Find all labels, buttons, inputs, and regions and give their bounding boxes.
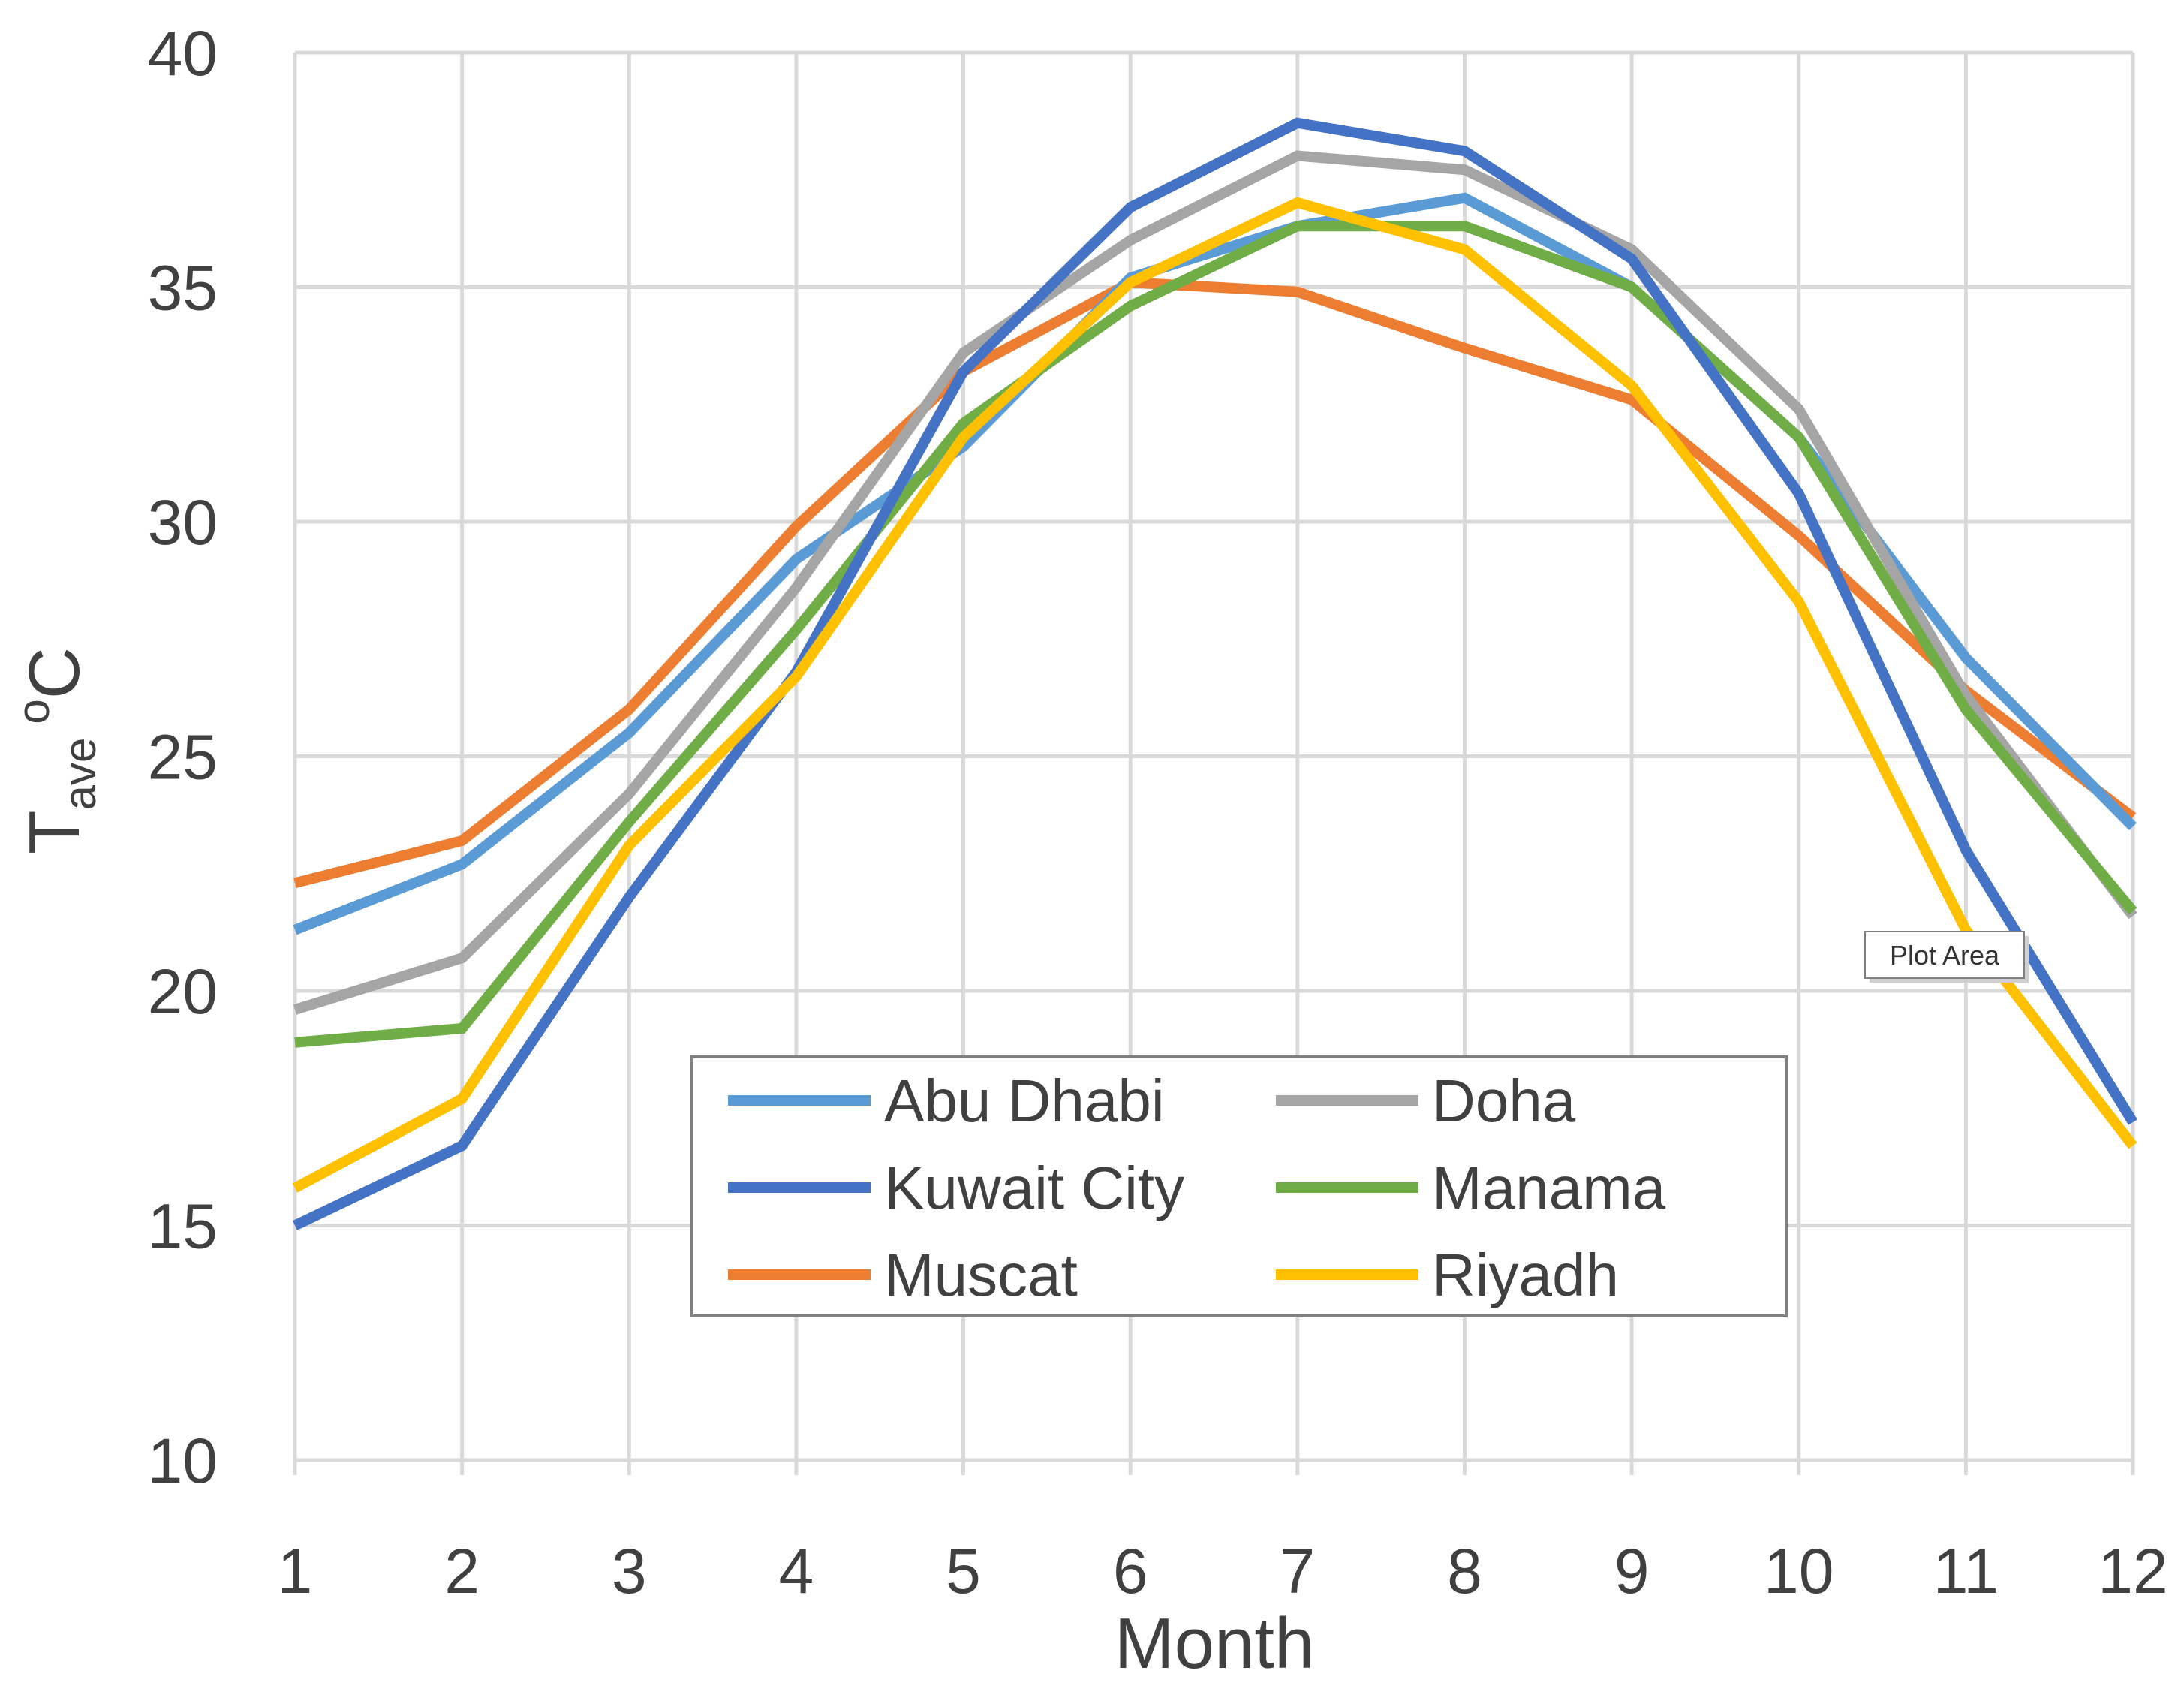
x-tick-label: 11	[1933, 1536, 1999, 1606]
plot-area-tooltip: Plot Area	[1864, 931, 2029, 983]
y-axis-title: Tave oC	[8, 647, 105, 854]
y-tick-label: 15	[148, 1191, 218, 1262]
x-tick-label: 2	[444, 1536, 480, 1606]
x-tick-label: 12	[2098, 1536, 2167, 1606]
tooltip-label: Plot Area	[1890, 940, 2000, 971]
y-axis-title-main: T	[14, 810, 95, 854]
x-tick-label: 10	[1764, 1536, 1834, 1606]
x-tick-label: 4	[779, 1536, 814, 1606]
y-tick-labels: 10 15 20 25 30 35 40	[148, 18, 218, 1496]
series-line-doha	[293, 150, 2137, 1015]
x-axis-title: Month	[1115, 1603, 1315, 1684]
y-tick-label: 25	[148, 722, 218, 793]
series-lines	[292, 117, 2137, 1230]
x-tick-label: 7	[1280, 1536, 1315, 1606]
legend-box	[690, 1055, 1788, 1317]
y-axis-title-unit: C	[14, 647, 95, 699]
x-tick-label: 8	[1447, 1536, 1482, 1606]
x-tick-label: 3	[612, 1536, 647, 1606]
x-tick-labels: 1 2 3 4 5 6 7 8 9 10 11 12	[278, 1536, 2168, 1606]
y-axis-title-superscript: o	[8, 699, 59, 724]
y-tick-label: 35	[148, 253, 218, 324]
svg-text:TaveoC: Tave oC	[8, 647, 105, 854]
y-tick-label: 30	[148, 487, 218, 558]
y-tick-label: 10	[148, 1426, 218, 1496]
legend-label-doha: Doha	[1432, 1067, 1576, 1134]
legend-label-riyadh: Riyadh	[1432, 1242, 1619, 1308]
legend-label-kuwait-city: Kuwait City	[884, 1155, 1184, 1221]
y-tick-label: 20	[148, 956, 218, 1027]
legend-label-manama: Manama	[1432, 1155, 1666, 1221]
y-axis-title-subscript: ave	[55, 738, 105, 811]
series-line-kuwait-city	[292, 117, 2137, 1230]
series-line-abu-dhabi	[293, 192, 2137, 935]
y-tick-label: 40	[148, 18, 218, 89]
x-tick-label: 6	[1113, 1536, 1148, 1606]
x-tick-label: 5	[946, 1536, 981, 1606]
x-tick-label: 1	[278, 1536, 313, 1606]
legend-label-abu-dhabi: Abu Dhabi	[884, 1067, 1165, 1134]
series-line-muscat	[293, 277, 2137, 889]
tooltip-box	[1864, 931, 2025, 979]
series-line-riyadh	[292, 197, 2137, 1193]
legend-label-muscat: Muscat	[884, 1242, 1078, 1308]
x-tick-label: 9	[1614, 1536, 1650, 1606]
series-line-manama	[294, 221, 2137, 1048]
legend[interactable]: Abu Dhabi Doha Kuwait City Manama Muscat Riya…	[690, 1055, 1788, 1317]
